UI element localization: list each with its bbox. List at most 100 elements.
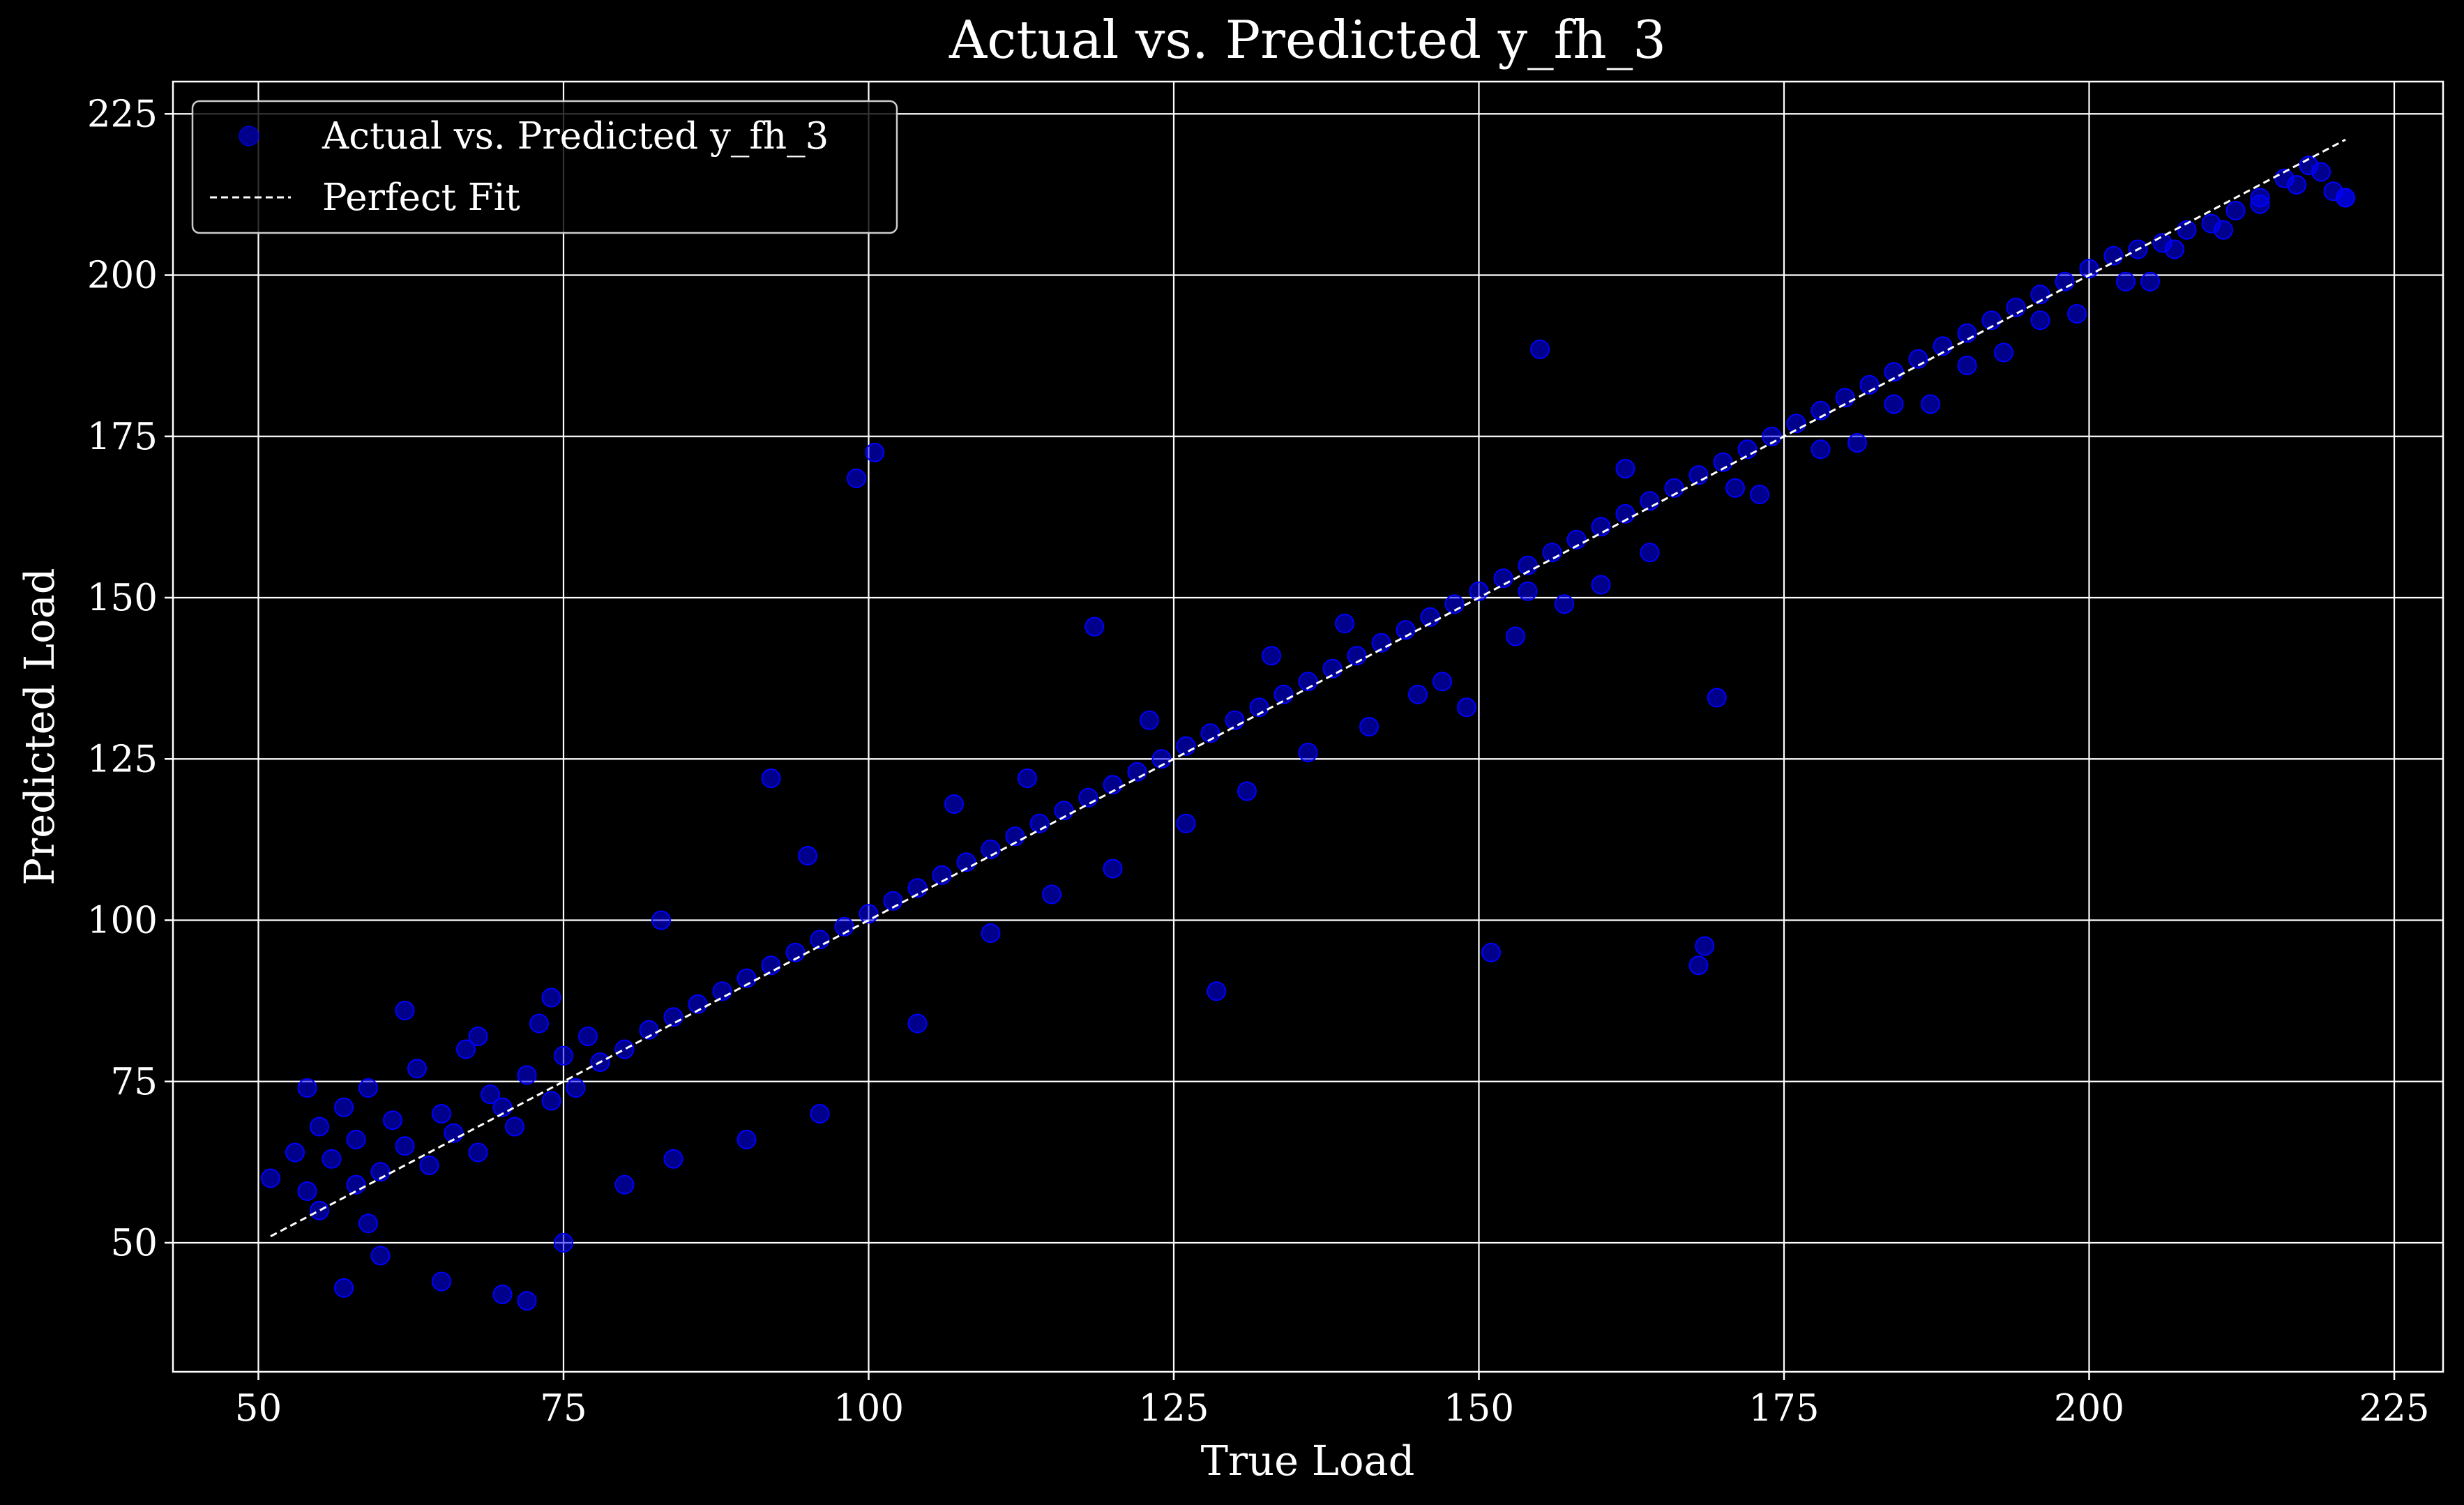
legend-label-perfect-fit: Perfect Fit xyxy=(322,176,520,219)
data-point xyxy=(614,1039,635,1059)
data-point xyxy=(1005,826,1025,847)
data-point xyxy=(1688,465,1709,485)
data-point xyxy=(736,968,757,988)
data-point xyxy=(358,1078,378,1098)
data-point xyxy=(639,1020,659,1040)
data-point xyxy=(1615,459,1635,478)
data-point xyxy=(1029,813,1050,833)
data-point xyxy=(1084,617,1105,637)
data-point xyxy=(1420,607,1440,627)
data-point xyxy=(1018,769,1037,788)
data-point xyxy=(1688,955,1709,976)
data-point xyxy=(944,794,964,814)
data-point xyxy=(865,442,885,462)
data-point xyxy=(1249,697,1269,718)
data-point xyxy=(1811,439,1831,460)
data-point xyxy=(1506,626,1525,646)
data-point xyxy=(468,1027,488,1046)
data-point xyxy=(1273,684,1294,704)
points-layer xyxy=(261,156,2355,1311)
x-tick-label: 100 xyxy=(833,1387,904,1430)
data-point xyxy=(2177,220,2197,240)
data-point xyxy=(370,1246,391,1266)
data-point xyxy=(2067,304,2087,324)
data-point xyxy=(1140,710,1159,730)
data-point xyxy=(1933,336,1953,356)
data-point xyxy=(1359,717,1379,736)
data-point xyxy=(1615,504,1635,524)
data-point xyxy=(419,1156,439,1175)
data-point xyxy=(1237,781,1257,801)
data-point xyxy=(2116,271,2136,292)
data-point xyxy=(1298,743,1318,762)
data-point xyxy=(1994,342,2013,363)
data-point xyxy=(1713,452,1733,472)
data-point xyxy=(1737,439,1758,460)
data-point xyxy=(554,1233,573,1253)
data-point xyxy=(785,942,806,962)
x-tick-label: 75 xyxy=(540,1387,587,1430)
y-tick-label: 200 xyxy=(87,255,158,297)
x-tick-label: 50 xyxy=(235,1387,282,1430)
data-point xyxy=(529,1013,549,1034)
data-point xyxy=(322,1149,342,1169)
data-point xyxy=(456,1039,476,1059)
data-point xyxy=(1518,555,1538,575)
y-tick-label: 175 xyxy=(87,416,158,458)
data-point xyxy=(1481,942,1501,962)
data-point xyxy=(2250,194,2270,214)
data-point xyxy=(492,1285,513,1304)
data-point xyxy=(1054,801,1074,821)
y-tick-label: 75 xyxy=(111,1061,158,1103)
data-point xyxy=(1542,543,1562,563)
data-point xyxy=(1640,543,1660,563)
data-point xyxy=(1530,339,1550,359)
data-point xyxy=(1640,491,1660,511)
x-tick-label: 125 xyxy=(1138,1387,1209,1430)
data-point xyxy=(1408,684,1428,704)
data-point xyxy=(517,1065,537,1085)
chart-title: Actual vs. Predicted y_fh_3 xyxy=(948,9,1666,70)
data-point xyxy=(1957,323,1977,343)
legend-label-scatter: Actual vs. Predicted y_fh_3 xyxy=(322,115,829,158)
data-point xyxy=(1225,710,1245,730)
data-point xyxy=(651,910,671,930)
data-point xyxy=(1847,433,1867,453)
y-tick-label: 225 xyxy=(87,93,158,135)
data-point xyxy=(383,1110,402,1130)
data-point xyxy=(566,1078,586,1098)
data-point xyxy=(541,988,561,1008)
data-point xyxy=(810,1104,830,1124)
data-point xyxy=(1103,859,1123,879)
data-point xyxy=(1664,478,1684,498)
data-point xyxy=(798,846,817,865)
data-point xyxy=(310,1117,329,1137)
data-point xyxy=(1469,581,1489,601)
data-point xyxy=(1695,936,1715,956)
data-point xyxy=(310,1200,329,1220)
data-point xyxy=(2336,188,2355,208)
data-point xyxy=(346,1174,366,1195)
data-point xyxy=(1200,723,1220,743)
data-point xyxy=(1127,762,1147,782)
data-point xyxy=(1176,736,1196,756)
data-point xyxy=(1493,568,1513,589)
data-point xyxy=(956,852,976,872)
data-point xyxy=(2103,245,2124,266)
data-point xyxy=(2030,310,2050,331)
data-point xyxy=(468,1142,488,1163)
data-point xyxy=(761,955,781,976)
data-point xyxy=(1262,646,1281,666)
x-tick-label: 150 xyxy=(1444,1387,1514,1430)
legend: Actual vs. Predicted y_fh_3 Perfect Fit xyxy=(191,100,898,234)
data-point xyxy=(1591,575,1611,595)
data-point xyxy=(1207,981,1227,1001)
data-point xyxy=(2030,285,2050,305)
data-point xyxy=(1884,394,1904,414)
data-point xyxy=(1103,775,1123,795)
data-point xyxy=(712,981,732,1001)
data-point xyxy=(810,930,830,950)
data-point xyxy=(847,468,866,488)
